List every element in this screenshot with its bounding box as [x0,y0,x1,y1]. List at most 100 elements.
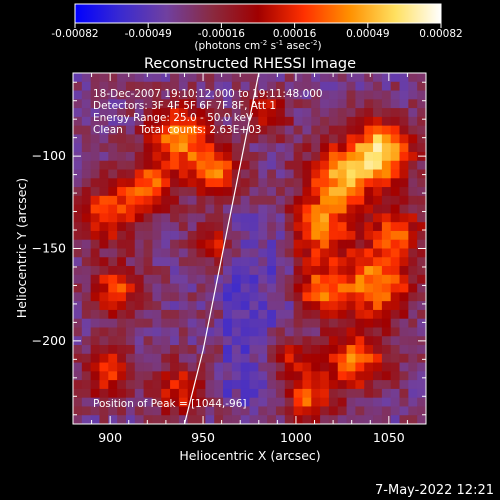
heatmap-cell [90,160,100,170]
heatmap-cell [90,353,100,363]
heatmap-cell [161,187,171,197]
heatmap-cell [134,204,144,214]
heatmap-cell [196,187,206,197]
heatmap-cell [328,99,339,109]
heatmap-cell [373,397,383,407]
heatmap-cell [417,318,426,328]
heatmap-cell [311,380,321,390]
heatmap-cell [143,345,153,355]
heatmap-cell [223,397,233,407]
heatmap-cell [196,292,206,302]
heatmap-cell [399,134,409,144]
heatmap-cell [187,99,197,109]
heatmap-cell [170,178,180,188]
heatmap-cell [178,248,189,258]
heatmap-cell [90,143,100,153]
axis-ticks [73,73,427,424]
heatmap-cell [125,353,136,363]
heatmap-cell [196,222,206,232]
chart-title: Reconstructed RHESSI Image [144,56,356,72]
heatmap-cell [196,99,206,109]
heatmap-cell [355,406,365,416]
heatmap-cell [81,73,92,83]
heatmap-cell [187,239,197,249]
heatmap-cell [249,213,259,223]
heatmap-cell [170,125,180,135]
heatmap-cell [223,143,233,153]
heatmap-cell [231,169,242,179]
heatmap-cell [214,239,224,249]
heatmap-cell [328,178,339,188]
heatmap-cell [267,345,277,355]
heatmap-cell [231,257,242,267]
heatmap-cell [373,257,383,267]
heatmap-cell [178,222,189,232]
heatmap-cell [143,151,153,162]
heatmap-cell [337,353,347,363]
heatmap-cell [205,266,215,276]
heatmap-cell [328,160,339,170]
heatmap-cell [205,99,215,109]
heatmap-cell [214,90,224,100]
heatmap-cell [258,90,268,100]
heatmap-cell [161,151,171,162]
heatmap-cell [399,248,409,258]
heatmap-cell [161,239,171,249]
heatmap-cell [170,99,180,109]
heatmap-cell [355,169,365,179]
heatmap-cell [125,327,136,337]
heatmap-cell [275,353,286,363]
heatmap-cell [161,195,171,206]
heatmap-cell [170,283,180,293]
heatmap-cell [328,327,339,337]
heatmap-cell [125,151,136,162]
heatmap-cell [311,257,321,267]
heatmap-cell [399,195,409,206]
heatmap-cell [187,292,197,302]
heatmap-cell [187,336,197,346]
heatmap-cell [408,345,418,355]
heatmap-cell [205,345,215,355]
heatmap-cell [355,318,365,328]
heatmap-cell [302,90,312,100]
heatmap-cell [320,336,330,346]
heatmap-cell [187,204,197,214]
heatmap-cell [152,178,162,188]
heatmap-cell [187,125,197,135]
heatmap-cell [328,143,339,153]
heatmap-cell [240,116,250,127]
heatmap-cell [187,327,197,337]
heatmap-cell [231,134,242,144]
heatmap-cell [117,371,127,381]
heatmap-cell [161,81,171,91]
heatmap-cell [196,406,206,416]
heatmap-cell [134,318,144,328]
heatmap-cell [170,169,180,179]
heatmap-cell [196,239,206,249]
heatmap-cell [134,134,144,144]
heatmap-cell [231,116,242,127]
heatmap-cell [381,143,392,153]
colorbar-gradient [74,3,442,24]
heatmap-cell [408,380,418,390]
heatmap-cell [178,187,189,197]
heatmap-cell [284,406,295,416]
heatmap-cell [152,160,162,170]
heatmap-cell [231,187,242,197]
heatmap-cell [381,301,392,311]
heatmap-cell [125,292,136,302]
heatmap-cell [81,301,92,311]
heatmap-cell [223,362,233,372]
heatmap-cell [346,73,356,83]
heatmap-cell [178,143,189,153]
heatmap-cell [125,301,136,311]
heatmap-cell [275,301,286,311]
heatmap-cell [328,213,339,223]
heatmap-cell [258,397,268,407]
heatmap-cell [143,222,153,232]
heatmap-cell [346,204,356,214]
heatmap-cell [284,266,295,276]
heatmap-cell [364,371,374,381]
heatmap-cell [99,81,109,91]
heatmap-cell [196,309,206,320]
